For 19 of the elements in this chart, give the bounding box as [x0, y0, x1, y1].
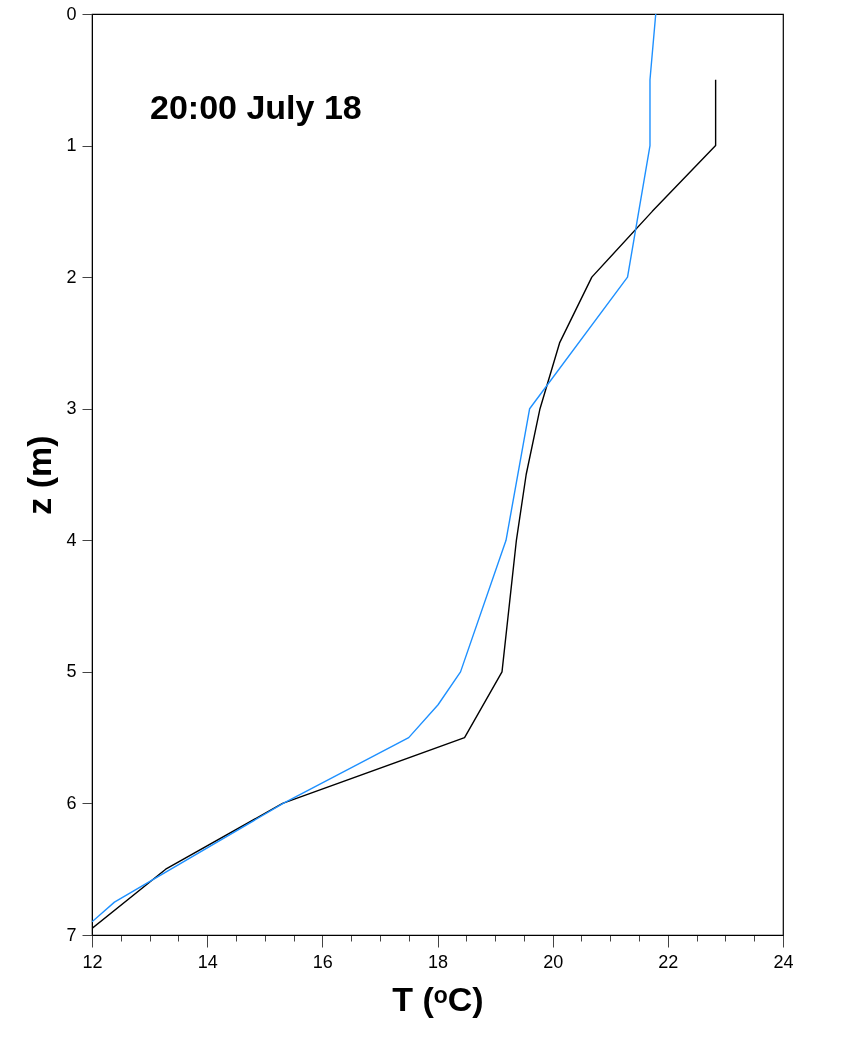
x-tick-label: 14	[197, 951, 218, 972]
x-tick-label: 18	[427, 951, 449, 972]
annotation: 20:00 July 18	[150, 88, 362, 126]
x-tick-label: 20	[543, 951, 564, 972]
y-tick-label: 2	[66, 266, 77, 287]
y-tick-label: 1	[66, 135, 77, 156]
y-tick-label: 4	[66, 529, 77, 550]
line-series	[92, 14, 657, 923]
y-tick-label: 5	[66, 661, 77, 682]
x-tick-label: 16	[312, 951, 333, 972]
y-tick-label: 6	[66, 792, 77, 813]
x-axis-title: T (ᵒC)	[392, 979, 484, 1018]
y-tick-label: 0	[66, 3, 77, 24]
x-tick-label: 12	[82, 951, 103, 972]
y-axis-title: z (m)	[20, 435, 59, 515]
y-tick-label: 3	[66, 398, 77, 419]
x-tick-label: 22	[658, 951, 679, 972]
x-tick-label: 24	[773, 951, 794, 972]
y-tick-label: 7	[66, 924, 77, 945]
